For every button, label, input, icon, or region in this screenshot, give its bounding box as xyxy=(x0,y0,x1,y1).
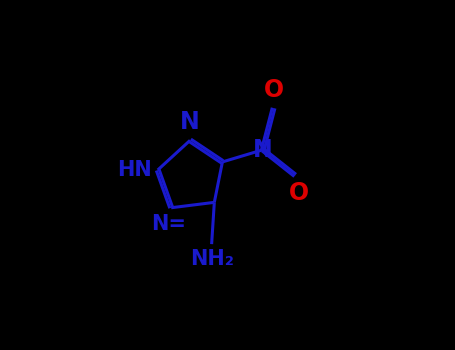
Text: NH₂: NH₂ xyxy=(190,249,233,269)
Text: O: O xyxy=(289,181,309,205)
Text: N: N xyxy=(180,110,200,134)
Text: N=: N= xyxy=(151,215,186,234)
Text: O: O xyxy=(263,78,283,102)
Text: HN: HN xyxy=(117,160,152,180)
Text: N: N xyxy=(253,138,273,162)
